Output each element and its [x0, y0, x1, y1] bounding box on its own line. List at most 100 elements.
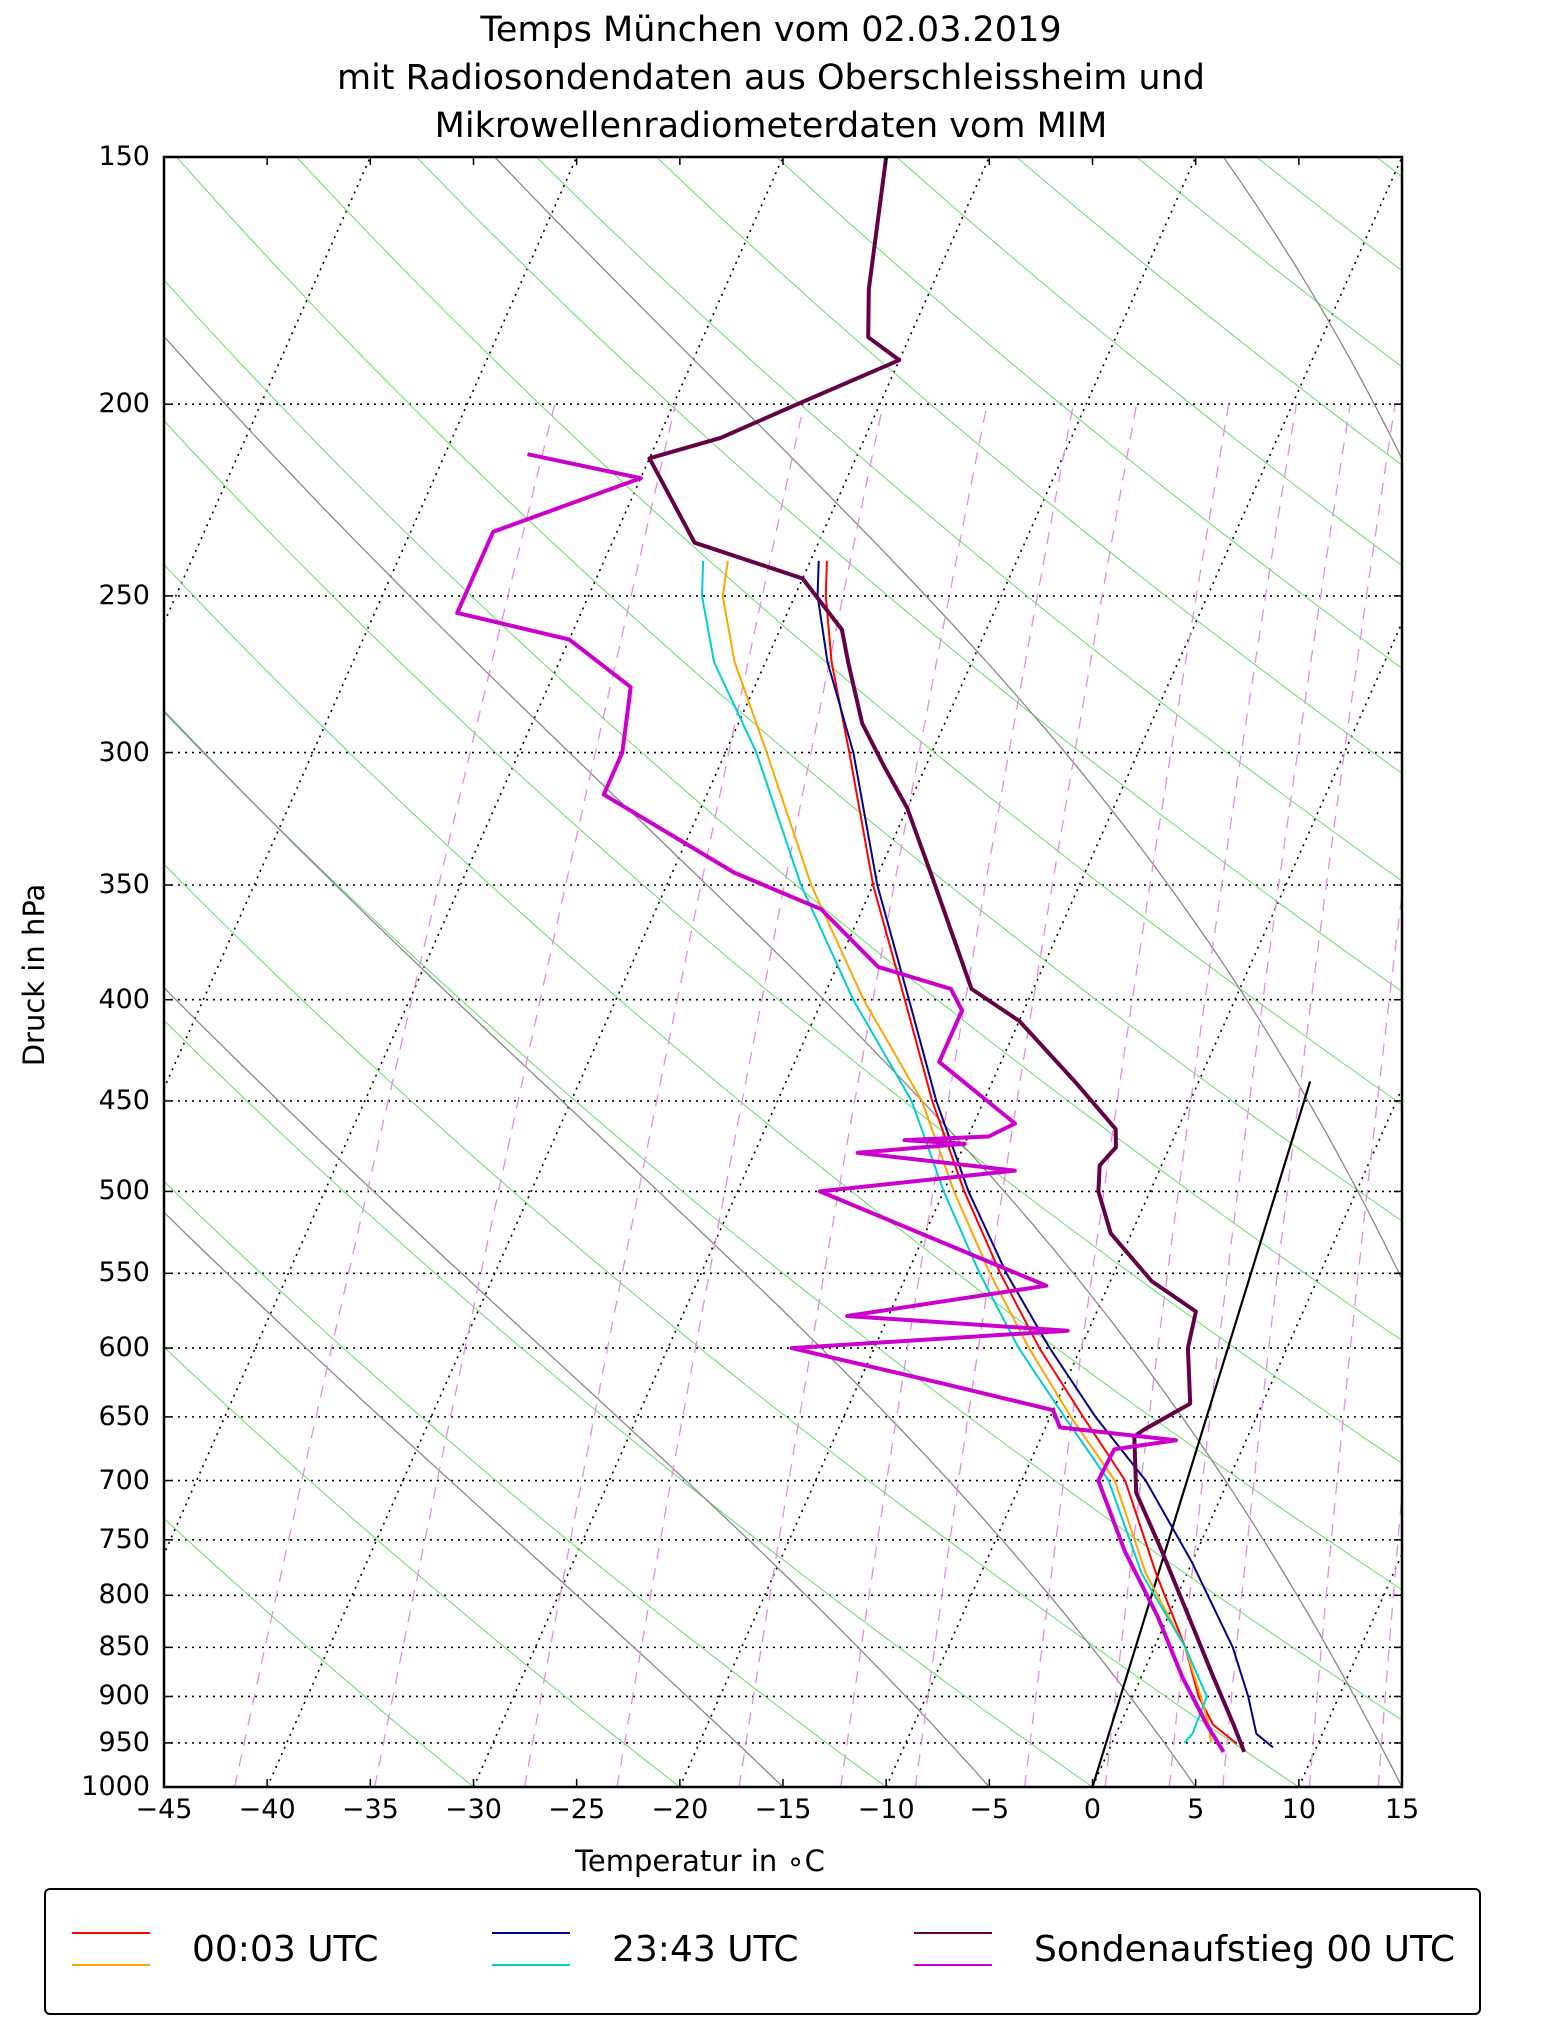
mixing-ratio-1	[738, 404, 988, 1787]
dry-adiabat-30	[164, 563, 1402, 1591]
y-tick-label: 750	[98, 1523, 150, 1555]
isotherm--20	[679, 157, 1402, 1787]
mixing-ratio-2	[914, 404, 1138, 1787]
dry-adiabat-50	[164, 279, 1402, 1342]
mixing-ratio-0.4	[523, 404, 805, 1787]
dry-adiabat-90	[536, 157, 1402, 882]
dry-adiabat-100	[656, 157, 1402, 775]
mixing-ratio-4	[1104, 404, 1298, 1787]
x-tick-label: −25	[548, 1794, 606, 1825]
isotherm--10	[885, 620, 1402, 1787]
y-tick-label: 350	[98, 868, 150, 900]
moist-adiabat-5	[164, 709, 1197, 1787]
isotherm-10	[1298, 1552, 1402, 1787]
mixing-ratio-0.1	[234, 404, 556, 1787]
y-tick-label: 900	[98, 1680, 150, 1712]
y-tick-label: 850	[98, 1631, 150, 1663]
y-tick-label: 1000	[81, 1771, 150, 1802]
legend-swatch-0003-temp	[72, 1932, 150, 1934]
plot-area	[164, 157, 1542, 1787]
legend-swatch-sonde-temp	[914, 1932, 992, 1934]
moist-adiabat--5	[164, 986, 990, 1787]
legend-swatch-sonde-dew	[914, 1964, 992, 1966]
legend-swatch-2343-temp	[492, 1932, 570, 1934]
legend-label-sonde: Sondenaufstieg 00 UTC	[1034, 1929, 1455, 1970]
x-axis-label: Temperatur in ∘C	[575, 1844, 825, 1878]
y-tick-label: 400	[98, 983, 150, 1015]
mixing-ratio-16	[1529, 404, 1542, 1787]
x-tick-label: −15	[754, 1794, 812, 1825]
x-tick-label: −5	[969, 1794, 1010, 1825]
dry-adiabat-120	[896, 157, 1402, 567]
isotherm--70	[164, 157, 372, 625]
moist-adiabat-25	[494, 157, 1402, 1281]
x-tick-label: 0	[1083, 1794, 1102, 1825]
dry-adiabat-130	[1016, 157, 1402, 466]
isotherm--30	[472, 157, 1197, 1787]
y-tick-label: 600	[98, 1332, 150, 1364]
y-axis-label: Druck in hPa	[17, 883, 51, 1067]
dry-adiabat--20	[164, 1346, 681, 1787]
mixing-ratio-1.5	[840, 404, 1074, 1787]
y-tick-label: 150	[98, 141, 150, 172]
x-tick-label: 10	[1281, 1794, 1316, 1825]
series-23-43-utc-taupunkt	[701, 560, 1208, 1744]
legend-entry-0003: 00:03 UTC	[72, 1890, 512, 2013]
dry-adiabat--10	[164, 1180, 887, 1787]
y-tick-label: 650	[98, 1400, 150, 1432]
dry-adiabat--30	[164, 1517, 474, 1787]
dry-adiabat-10	[164, 863, 1300, 1787]
series-23-43-utc-temperatur	[816, 560, 1274, 1749]
chart-title-line-1: Temps München vom 02.03.2019	[480, 10, 1062, 50]
reference-line	[1091, 1081, 1312, 1787]
x-tick-label: −35	[341, 1794, 399, 1825]
mixing-ratio-0.2	[374, 404, 677, 1787]
dry-adiabat-80	[416, 157, 1402, 993]
isotherm-20	[1505, 157, 1542, 1787]
moist-adiabat-35	[1222, 157, 1402, 461]
mixing-ratio-14	[1485, 404, 1542, 1787]
mixing-ratio-5	[1168, 404, 1351, 1787]
x-tick-label: 5	[1187, 1794, 1205, 1825]
y-tick-label: 450	[98, 1084, 150, 1116]
series-00-03-utc-taupunkt	[721, 560, 1213, 1744]
y-tick-label: 500	[98, 1175, 150, 1207]
y-tick-label: 800	[98, 1579, 150, 1611]
dry-adiabat-170	[1496, 157, 1542, 1787]
mixing-ratio-6	[1222, 404, 1396, 1787]
skewt-chart	[162, 155, 1542, 1789]
y-tick-label: 200	[98, 388, 150, 420]
dry-adiabat-20	[164, 711, 1402, 1721]
y-tick-label: 300	[98, 736, 150, 768]
x-tick-label: −45	[135, 1794, 193, 1825]
legend-entry-sonde: Sondenaufstieg 00 UTC	[914, 1890, 1474, 2013]
dry-adiabat-60	[176, 157, 1402, 1222]
series-sondenaufstieg-00-utc-temperatur	[647, 157, 1247, 1753]
series-sondenaufstieg-00-utc-taupunkt	[455, 452, 1226, 1753]
dry-adiabat-70	[296, 157, 1402, 1106]
y-tick-label: 550	[98, 1257, 150, 1289]
y-tick-label: 950	[98, 1726, 150, 1758]
moist-adiabat-15	[164, 335, 1402, 1787]
x-tick-label: −10	[857, 1794, 915, 1825]
legend-label-2343: 23:43 UTC	[612, 1929, 799, 1970]
dry-adiabat-140	[1136, 157, 1402, 368]
isotherm--50	[164, 157, 784, 1557]
legend-swatch-0003-dew	[72, 1964, 150, 1966]
mixing-ratio-10	[1377, 1486, 1402, 1787]
moist-adiabat--15	[164, 1211, 784, 1787]
dry-adiabat-0	[164, 1019, 1093, 1787]
y-tick-label: 700	[98, 1464, 150, 1496]
x-tick-label: −30	[445, 1794, 502, 1825]
legend-swatch-2343-dew	[492, 1964, 570, 1966]
isotherm--60	[164, 157, 578, 1091]
legend-label-0003: 00:03 UTC	[192, 1929, 379, 1970]
mixing-ratio-12	[1436, 404, 1542, 1787]
x-tick-label: −20	[651, 1794, 709, 1825]
isotherm--40	[266, 157, 991, 1787]
y-tick-label: 250	[98, 579, 150, 611]
chart-title-line-3: Mikrowellenradiometerdaten vom MIM	[434, 106, 1108, 146]
chart-legend: 00:03 UTC 23:43 UTC Sondenaufstieg 00 UT…	[44, 1888, 1481, 2015]
mixing-ratio-3	[1024, 404, 1230, 1787]
chart-title-line-2: mit Radiosondendaten aus Oberschleisshei…	[336, 58, 1206, 98]
